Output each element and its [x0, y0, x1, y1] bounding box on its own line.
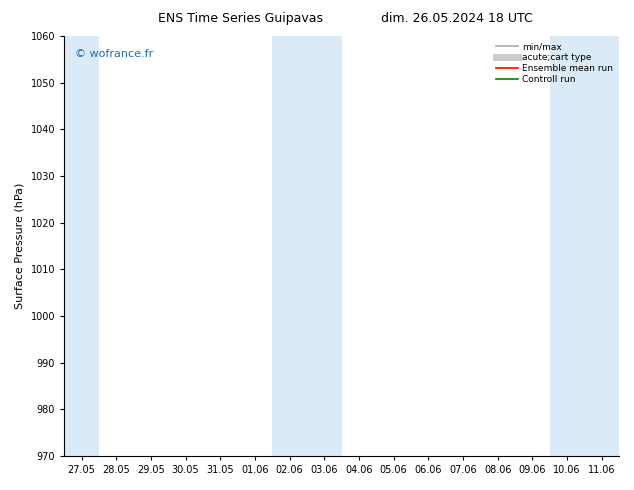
Bar: [272, 36, 342, 456]
Text: ENS Time Series Guipavas: ENS Time Series Guipavas: [158, 12, 323, 25]
Bar: [550, 36, 619, 456]
Y-axis label: Surface Pressure (hPa): Surface Pressure (hPa): [15, 183, 25, 309]
Text: © wofrance.fr: © wofrance.fr: [75, 49, 153, 59]
Legend: min/max, acute;cart type, Ensemble mean run, Controll run: min/max, acute;cart type, Ensemble mean …: [494, 41, 614, 86]
Bar: [64, 36, 99, 456]
Text: dim. 26.05.2024 18 UTC: dim. 26.05.2024 18 UTC: [380, 12, 533, 25]
